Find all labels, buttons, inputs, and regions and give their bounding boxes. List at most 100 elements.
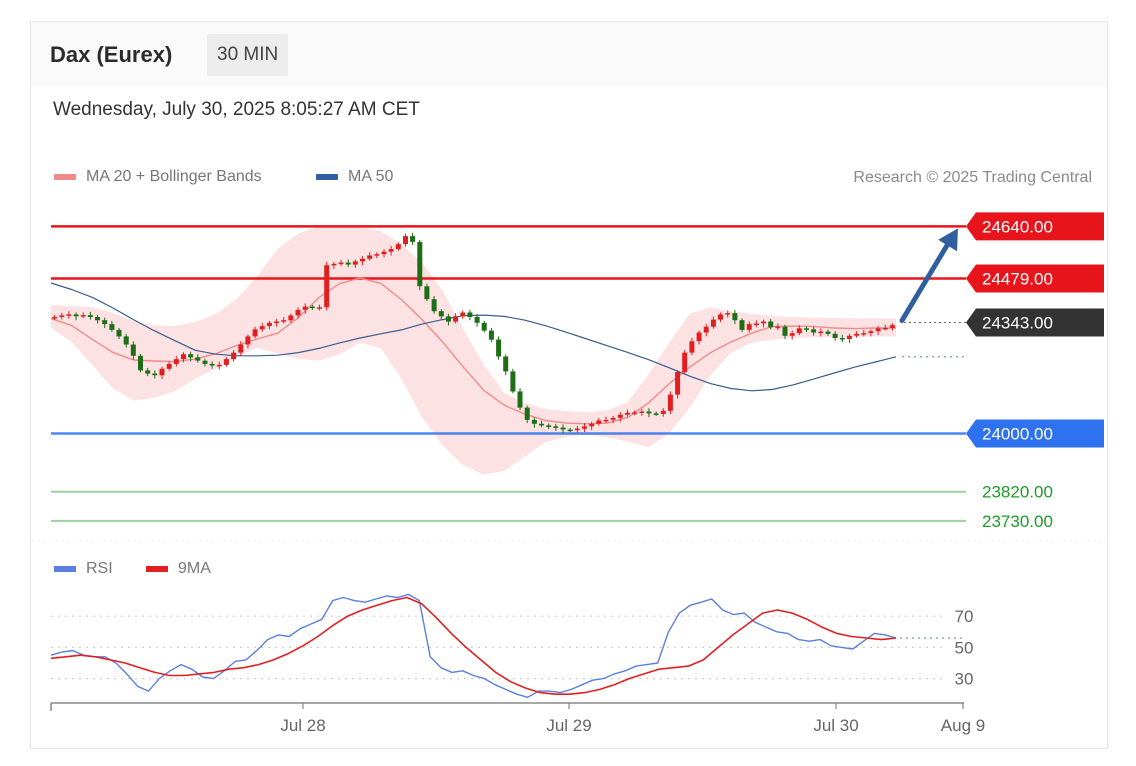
candle-body xyxy=(467,312,473,317)
candle-body xyxy=(868,331,874,334)
ma20-line xyxy=(50,277,896,425)
candle-body xyxy=(818,331,824,334)
candle-body xyxy=(116,329,122,337)
instrument-title: Dax (Eurex) xyxy=(50,42,173,67)
legend-ma20-swatch xyxy=(54,174,76,180)
candle-body xyxy=(531,419,537,424)
candle-body xyxy=(639,411,645,413)
candle-body xyxy=(703,326,709,333)
candle-body xyxy=(625,412,630,415)
x-tick-label-0: Jul 28 xyxy=(280,716,325,735)
x-tick-label-2: Jul 30 xyxy=(813,716,858,735)
candle-body xyxy=(725,313,731,315)
price-chart[interactable]: 24640.00 24479.00 24343.00 24000.00 23820.00… xyxy=(31,22,1107,748)
candle-body xyxy=(846,335,852,339)
candle-body xyxy=(546,425,552,427)
candle-body xyxy=(95,317,100,321)
candle-body xyxy=(832,333,838,338)
candle-body xyxy=(825,331,831,334)
candle-body xyxy=(503,356,509,372)
candle-body xyxy=(682,352,688,372)
candle-body xyxy=(474,317,480,323)
timestamp: Wednesday, July 30, 2025 8:05:27 AM CET xyxy=(53,99,420,120)
level-label-24343.00: 24343.00 xyxy=(982,314,1053,333)
candle-body xyxy=(309,306,315,309)
forecast-arrow-shaft xyxy=(899,237,953,323)
candle-body xyxy=(238,344,244,353)
candle-body xyxy=(102,320,108,325)
candle-body xyxy=(789,333,795,336)
candle-body xyxy=(739,320,745,330)
legend-rsi-ma-label: 9MA xyxy=(178,560,211,577)
candle-body xyxy=(768,321,774,328)
candle-body xyxy=(424,286,430,300)
candle-body xyxy=(216,364,222,367)
candle-body xyxy=(324,265,330,308)
candle-body xyxy=(109,324,115,330)
candle-body xyxy=(875,328,881,332)
level-tag-24479.00 xyxy=(966,264,1104,293)
candle-body xyxy=(173,359,179,364)
candle-body xyxy=(839,338,845,340)
candle-body xyxy=(245,336,251,345)
candle-body xyxy=(317,307,322,309)
legend-rsi-swatch xyxy=(54,566,76,572)
candle-body xyxy=(524,407,530,420)
candle-body xyxy=(660,410,666,414)
timeframe-badge[interactable]: 30 MIN xyxy=(207,34,289,76)
ma50-line xyxy=(50,282,897,392)
candle-body xyxy=(360,258,365,262)
level-tag-24640.00 xyxy=(966,212,1104,241)
rsi-tick-30: 30 xyxy=(955,670,974,689)
candle-body xyxy=(223,359,229,365)
candle-body xyxy=(181,354,186,360)
candle-body xyxy=(152,373,158,376)
candle-body xyxy=(166,363,172,369)
candle-body xyxy=(488,330,494,340)
candle-body xyxy=(138,355,143,371)
candle-body xyxy=(653,413,659,415)
candle-body xyxy=(667,394,673,411)
candle-body xyxy=(889,325,895,328)
bollinger-band-area xyxy=(51,225,896,475)
candle-body xyxy=(274,321,280,323)
candle-body xyxy=(209,363,215,366)
candle-body xyxy=(811,329,817,333)
candle-body xyxy=(403,236,408,245)
candle-body xyxy=(80,315,86,317)
candle-body xyxy=(675,372,681,395)
candle-body xyxy=(746,324,752,330)
level-tag-24000.00 xyxy=(966,419,1104,448)
level-label-24479.00: 24479.00 xyxy=(982,270,1053,289)
candle-body xyxy=(710,319,716,327)
legend-ma50-label: MA 50 xyxy=(348,168,394,185)
legend-rsi-ma: 9MA xyxy=(146,560,211,578)
candle-body xyxy=(689,341,695,353)
candle-body xyxy=(610,417,616,420)
candle-body xyxy=(345,262,351,265)
legend-rsi-label: RSI xyxy=(86,560,113,577)
candle-body xyxy=(367,255,373,259)
candle-body xyxy=(732,313,738,321)
legend-ma50: MA 50 xyxy=(316,168,393,186)
candle-body xyxy=(66,314,72,316)
rsi-ma-line xyxy=(50,596,897,696)
candle-body xyxy=(560,427,566,430)
level-label-23820.00: 23820.00 xyxy=(982,483,1053,502)
candle-body xyxy=(646,411,652,414)
candle-body xyxy=(753,323,759,325)
candle-body xyxy=(145,370,151,374)
legend-rsi: RSI xyxy=(54,560,113,578)
candle-body xyxy=(696,332,702,342)
chart-card: Dax (Eurex) 30 MIN Wednesday, July 30, 2… xyxy=(30,21,1108,749)
candle-body xyxy=(882,328,888,330)
candle-body xyxy=(481,322,487,331)
candle-body xyxy=(496,339,502,357)
candle-body xyxy=(438,311,444,317)
candles xyxy=(52,232,895,434)
level-label-24000.00: 24000.00 xyxy=(982,424,1053,443)
candle-body xyxy=(510,371,516,392)
candle-body xyxy=(295,309,301,316)
candle-body xyxy=(252,329,258,337)
research-credit: Research © 2025 Trading Central xyxy=(853,169,1092,186)
